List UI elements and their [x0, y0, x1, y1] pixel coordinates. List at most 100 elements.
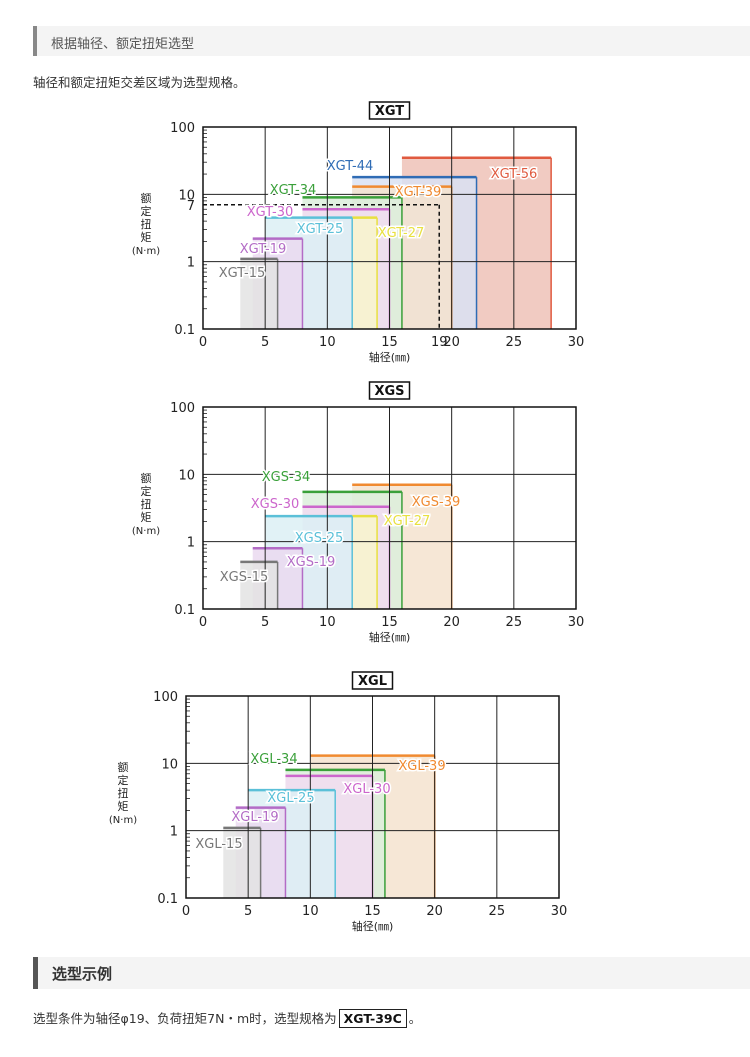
x-tick-label: 15 [381, 335, 398, 350]
x-tick-label: 10 [319, 335, 336, 350]
series-area-xgt-27 [352, 217, 378, 329]
chart-xgl: XGL XGL-39 XGL-34 XGL-30 XGL-25 XGL-19 XGL-15 0… [109, 671, 568, 933]
x-tick-label: 5 [261, 615, 269, 630]
x-tick-label: 15 [381, 615, 398, 630]
series-label-xgs-25: XGS-25 [295, 531, 343, 546]
series-label-xgt-56: XGT-56 [491, 167, 538, 182]
y-axis-label-char: 扭 [141, 217, 152, 231]
series-label-xgs-15: XGS-15 [220, 570, 268, 585]
header-bar: 根据轴径、额定扭矩选型 [33, 26, 750, 56]
series-label-xgs-19: XGS-19 [287, 555, 335, 570]
x-tick-label: 30 [568, 335, 585, 350]
series-label-xgt-27: XGT-27 [378, 226, 425, 241]
y-tick-label: 100 [170, 401, 195, 416]
series-label-xgl-39: XGL-39 [398, 759, 445, 774]
chart-title-box [368, 381, 411, 400]
y-tick-label: 100 [153, 690, 178, 705]
section-title: 选型示例 [33, 957, 750, 989]
example-text-after: 。 [408, 1011, 422, 1026]
y-axis-label-char: 额 [141, 192, 152, 205]
y-axis-label-unit: (N·m) [132, 526, 160, 537]
series-label-xgt-19: XGT-19 [240, 242, 287, 257]
x-tick-label: 0 [182, 904, 190, 919]
series-label-xgt-27: XGT-27 [384, 514, 431, 529]
chart-xgs: XGS XGS-39 XGS-34 XGS-30 XGT-27 XGS-25 XGS-19 X… [132, 381, 585, 644]
y-tick-label: 1 [187, 536, 195, 551]
series-label-xgs-34: XGS-34 [262, 470, 310, 485]
plot-frame [185, 695, 560, 899]
x-tick-label: 25 [506, 335, 523, 350]
x-tick-label: 19 [431, 335, 448, 350]
y-axis-label-char: 矩 [118, 800, 129, 813]
x-tick-label: 10 [302, 904, 319, 919]
x-tick-label: 20 [443, 615, 460, 630]
example-text: 选型条件为轴径φ19、负荷扭矩7N・m时，选型规格为 XGT-39C。 [33, 1008, 421, 1028]
y-axis-label-unit: (N·m) [132, 246, 160, 257]
y-axis-label-char: 定 [141, 484, 152, 498]
page-title: 根据轴径、额定扭矩选型 [51, 37, 195, 52]
x-axis-label: 轴径(㎜) [369, 630, 411, 644]
y-axis-label-char: 定 [118, 773, 129, 787]
chart-xgt: XGT XGT-56 XGT-44 XGT-39 XGT-34 XGT-30 XGT-27 X… [132, 101, 585, 364]
y-tick-label: 10 [178, 188, 195, 203]
series-label-xgl-25: XGL-25 [267, 791, 314, 806]
x-tick-label: 20 [426, 904, 443, 919]
series-area-xgt-27 [352, 516, 378, 609]
series-label-xgl-34: XGL-34 [250, 752, 297, 767]
y-tick-label: 1 [187, 256, 195, 271]
chart-title-box [368, 101, 411, 120]
plot-frame [202, 126, 577, 330]
series-label-xgt-30: XGT-30 [247, 205, 294, 220]
intro-text: 轴径和额定扭矩交差区域为选型规格。 [33, 75, 246, 90]
series-label-xgl-15: XGL-15 [195, 837, 242, 852]
series-label-xgs-30: XGS-30 [251, 497, 299, 512]
y-tick-label: 10 [161, 757, 178, 772]
y-tick-label: 0.1 [174, 603, 195, 618]
x-tick-label: 30 [551, 904, 568, 919]
series-area-xgs-15 [240, 561, 278, 609]
x-tick-label: 15 [364, 904, 381, 919]
x-tick-label: 20 [443, 335, 460, 350]
y-axis-label-char: 定 [141, 204, 152, 218]
x-tick-label: 25 [489, 904, 506, 919]
example-highlight: XGT-39C [338, 1009, 407, 1028]
y-axis-label-char: 扭 [141, 497, 152, 511]
chart-title-box [351, 671, 394, 690]
chart-title: XGS [374, 384, 404, 399]
series-area-xgl-15 [223, 827, 261, 898]
x-tick-label: 5 [261, 335, 269, 350]
chart-title: XGL [358, 674, 387, 689]
x-tick-label: 30 [568, 615, 585, 630]
series-area-xgt-15 [240, 258, 278, 329]
y-axis-label-char: 矩 [141, 231, 152, 244]
x-tick-label: 0 [199, 335, 207, 350]
series-label-xgl-30: XGL-30 [343, 782, 390, 797]
y-tick-label: 0.1 [157, 892, 178, 907]
example-text-before: 选型条件为轴径φ19、负荷扭矩7N・m时，选型规格为 [33, 1011, 337, 1026]
x-axis-label: 轴径(㎜) [369, 350, 411, 364]
chart-title: XGT [375, 104, 404, 119]
series-label-xgt-25: XGT-25 [297, 222, 344, 237]
y-tick-label: 0.1 [174, 323, 195, 338]
y-tick-label: 1 [170, 825, 178, 840]
y-tick-label: 100 [170, 121, 195, 136]
series-label-xgt-39: XGT-39 [395, 185, 442, 200]
y-axis-label-char: 额 [118, 761, 129, 774]
x-tick-label: 25 [506, 615, 523, 630]
x-tick-label: 0 [199, 615, 207, 630]
series-label-xgt-44: XGT-44 [327, 159, 374, 174]
y-tick-label: 10 [178, 468, 195, 483]
series-label-xgt-15: XGT-15 [219, 266, 266, 281]
y-axis-label-char: 矩 [141, 511, 152, 524]
series-label-xgt-34: XGT-34 [270, 183, 317, 198]
x-tick-label: 5 [244, 904, 252, 919]
section-title-text: 选型示例 [52, 965, 113, 983]
series-label-xgl-19: XGL-19 [231, 810, 278, 825]
x-tick-label: 10 [319, 615, 336, 630]
y-axis-label-char: 扭 [118, 786, 129, 800]
plot-frame [202, 406, 577, 610]
x-axis-label: 轴径(㎜) [352, 919, 394, 933]
y-axis-label-char: 额 [141, 472, 152, 485]
series-label-xgs-39: XGS-39 [412, 495, 460, 510]
y-tick-label: 7 [187, 199, 195, 214]
